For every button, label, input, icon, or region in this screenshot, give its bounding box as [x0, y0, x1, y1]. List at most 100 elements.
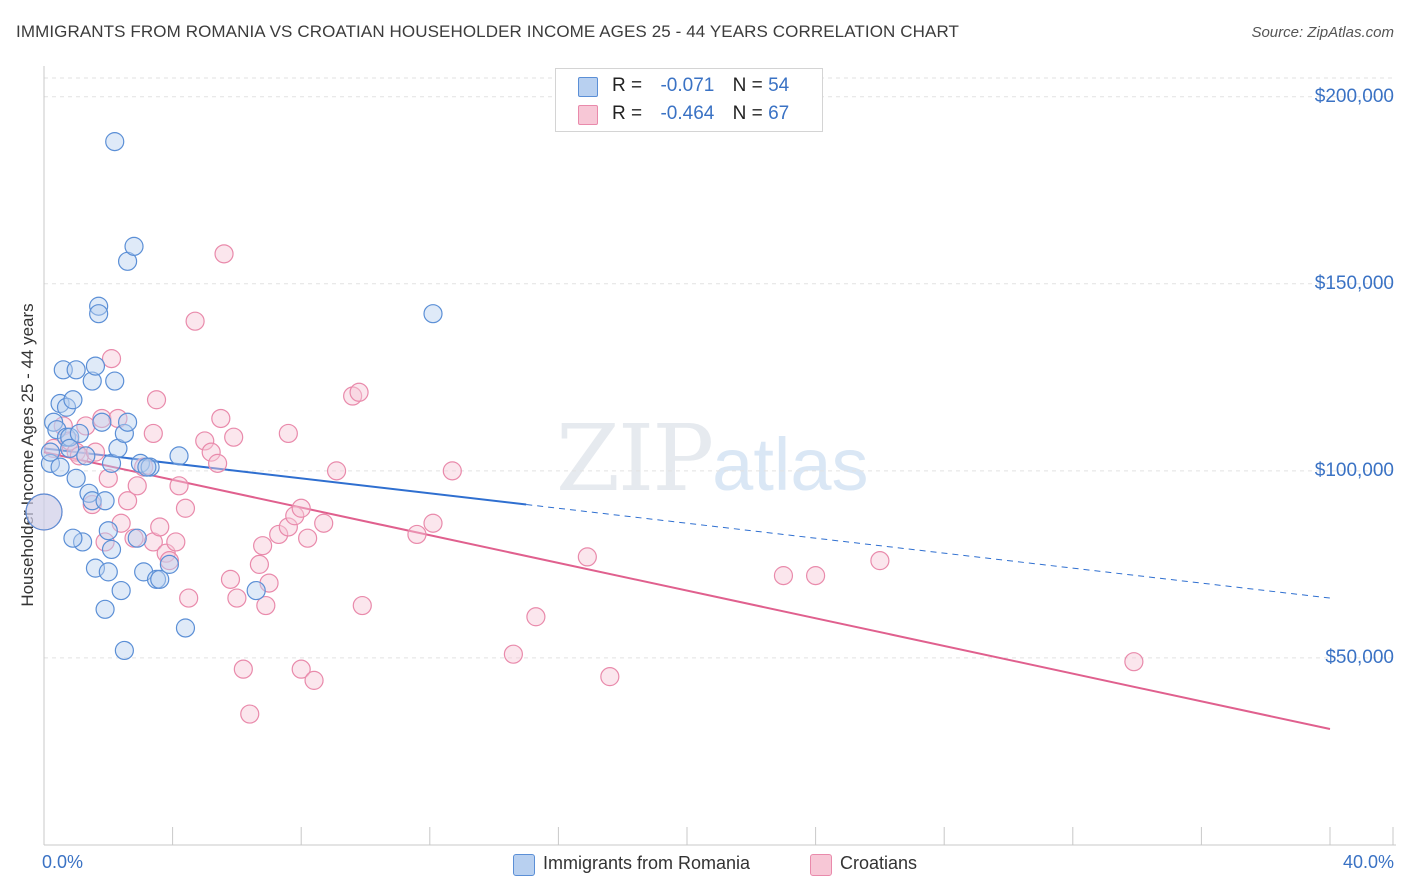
y-tick-label: $200,000: [1314, 85, 1394, 107]
point-croatians: [423, 513, 443, 533]
point-croatians: [805, 566, 826, 586]
point-croatians: [526, 607, 546, 627]
point-romania: [127, 528, 147, 548]
point-romania: [150, 569, 170, 589]
point-romania: [56, 397, 77, 417]
point-romania: [82, 371, 102, 391]
point-croatians: [195, 431, 215, 451]
stats-n-label: N =: [732, 75, 763, 96]
point-croatians: [256, 595, 276, 616]
point-romania: [105, 371, 125, 391]
point-croatians: [1124, 652, 1144, 672]
point-romania: [85, 356, 106, 376]
point-croatians: [253, 536, 273, 556]
point-romania: [98, 562, 118, 582]
point-croatians: [577, 547, 597, 567]
point-romania: [25, 493, 63, 531]
stats-swatch-romania: [578, 77, 598, 97]
point-croatians: [185, 311, 205, 331]
point-romania: [92, 412, 112, 432]
point-croatians: [150, 517, 170, 537]
point-romania: [246, 580, 266, 601]
point-romania: [72, 532, 93, 552]
point-croatians: [326, 461, 347, 481]
y-tick-label: $50,000: [1325, 646, 1394, 668]
point-croatians: [179, 588, 199, 608]
legend-label-croatians: Croatians: [840, 853, 918, 873]
point-romania: [137, 457, 157, 477]
point-croatians: [169, 476, 189, 496]
watermark-zip: ZIP: [556, 405, 714, 512]
point-romania: [60, 427, 80, 447]
trend-line-romania-extrapolated: [526, 504, 1331, 599]
point-croatians: [291, 498, 311, 518]
point-croatians: [224, 427, 244, 447]
point-croatians: [442, 461, 462, 481]
y-tick-label: $150,000: [1314, 272, 1394, 294]
point-croatians: [240, 704, 260, 724]
point-croatians: [298, 528, 318, 548]
trend-line-romania: [43, 447, 527, 506]
point-croatians: [870, 551, 890, 571]
point-croatians: [291, 659, 311, 679]
point-croatians: [95, 532, 115, 552]
point-romania: [60, 438, 80, 459]
trend-lines: [43, 447, 1331, 730]
stats-r-value-romania: -0.071: [660, 75, 715, 96]
point-croatians: [773, 566, 794, 586]
point-croatians: [407, 524, 427, 545]
point-croatians: [304, 670, 324, 690]
point-romania: [63, 390, 83, 410]
point-romania: [89, 296, 109, 316]
point-romania: [85, 558, 106, 578]
legend-swatch-romania: [513, 854, 535, 876]
point-croatians: [233, 659, 253, 679]
stats-r-label: R =: [612, 75, 643, 96]
gridlines: [44, 77, 1396, 659]
point-croatians: [85, 442, 106, 462]
point-romania: [169, 446, 189, 466]
point-romania: [114, 640, 134, 661]
point-croatians: [220, 569, 241, 589]
point-croatians: [175, 498, 196, 518]
point-croatians: [211, 408, 231, 429]
point-romania: [114, 423, 134, 444]
point-romania: [66, 468, 86, 488]
point-croatians: [44, 438, 64, 459]
y-tick-label: $100,000: [1314, 459, 1394, 481]
point-romania: [117, 412, 138, 432]
point-romania: [111, 580, 131, 601]
stats-swatch-croatians: [578, 105, 598, 125]
point-romania: [40, 442, 61, 462]
stats-n-value-croatians: 67: [768, 103, 790, 124]
point-croatians: [227, 588, 247, 608]
point-romania: [40, 453, 61, 473]
legend-label-romania: Immigrants from Romania: [543, 853, 751, 873]
stats-n-value-romania: 54: [768, 75, 790, 96]
point-croatians: [201, 442, 221, 462]
point-romania: [159, 554, 179, 574]
point-croatians: [503, 644, 523, 664]
point-romania: [69, 423, 89, 444]
stats-n-label: N =: [732, 103, 763, 124]
point-croatians: [314, 513, 334, 533]
point-romania: [105, 132, 125, 152]
watermark-atlas: atlas: [712, 423, 869, 506]
x-tick-label: 0.0%: [42, 852, 84, 872]
point-romania: [63, 528, 83, 548]
point-croatians: [98, 468, 118, 488]
point-romania: [101, 539, 122, 560]
point-romania: [76, 446, 96, 466]
legend-swatch-croatians: [810, 854, 832, 876]
point-romania: [124, 236, 144, 256]
axes: [43, 66, 1396, 846]
point-romania: [95, 599, 115, 619]
point-croatians: [69, 446, 89, 466]
point-romania: [423, 304, 443, 324]
watermark: ZIPatlas: [556, 405, 868, 512]
point-croatians: [269, 524, 289, 545]
point-croatians: [208, 453, 228, 473]
point-croatians: [127, 476, 147, 496]
point-romania: [175, 618, 196, 638]
